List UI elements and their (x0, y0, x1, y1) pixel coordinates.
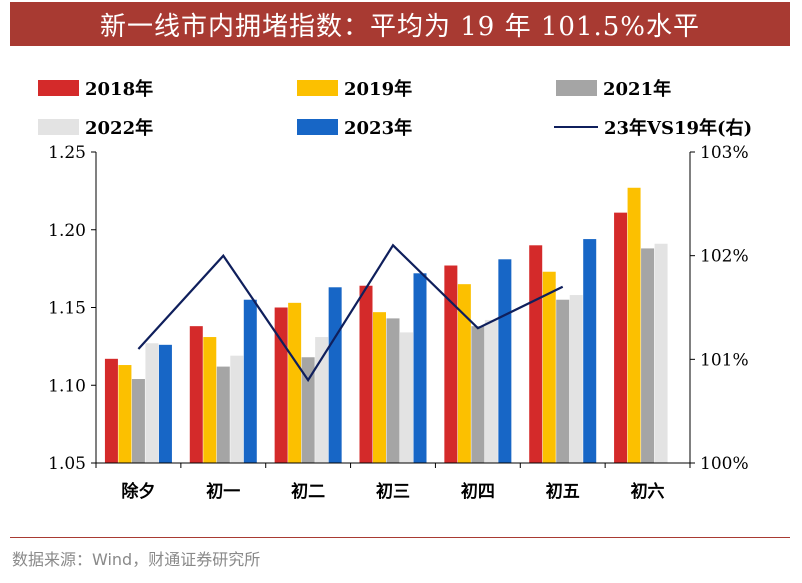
y-left-tick-label: 1.20 (48, 221, 86, 241)
bar-2022-4 (400, 332, 413, 463)
bar-2018-7 (614, 212, 628, 463)
legend-label-2023: 2023年 (344, 118, 413, 139)
bar-2021-3 (301, 357, 315, 463)
y-left-tick-label: 1.15 (48, 299, 86, 319)
x-tick-label: 初三 (376, 481, 410, 502)
bar-2019-2 (203, 337, 217, 463)
bar-2023-2 (243, 299, 257, 463)
bar-2021-2 (216, 366, 230, 463)
bar-2021-6 (556, 299, 570, 463)
y-left-tick-label: 1.05 (48, 454, 86, 474)
x-tick-label: 初二 (291, 481, 325, 502)
bar-2018-4 (359, 285, 373, 463)
bar-2019-1 (118, 365, 132, 463)
bar-2022-6 (569, 295, 583, 463)
bar-2019-7 (627, 187, 641, 463)
y-right-tick-label: 100% (700, 454, 749, 474)
bar-2021-4 (386, 318, 400, 463)
x-tick-label: 初一 (206, 481, 240, 502)
bar-2022-7 (654, 243, 668, 463)
legend-item-2019: 2019年 (297, 75, 412, 101)
x-tick-label: 初六 (631, 481, 665, 502)
bar-2022-3 (315, 337, 329, 463)
bar-2018-1 (104, 358, 118, 463)
legend-label-2019: 2019年 (344, 79, 413, 100)
bar-2019-3 (288, 302, 302, 463)
bar-2023-4 (413, 273, 427, 463)
legend-line-ratio (554, 126, 598, 128)
bar-2023-1 (158, 344, 172, 463)
legend-item-2018: 2018年 (38, 75, 153, 101)
legend-label-2021: 2021年 (603, 79, 672, 100)
title-banner: 新一线市内拥堵指数：平均为 19 年 101.5%水平 (10, 2, 790, 46)
legend: 2018年 2019年 2021年 2022年 2023年 23年VS19年(右… (0, 0, 802, 150)
bar-2021-5 (471, 326, 485, 463)
bar-2019-4 (373, 312, 386, 463)
x-tick-label: 初四 (461, 481, 495, 502)
bar-2023-5 (498, 259, 512, 463)
bar-2022-2 (230, 355, 244, 463)
x-tick-label: 除夕 (121, 481, 155, 502)
legend-item-ratio: 23年VS19年(右) (554, 114, 752, 140)
bar-2022-1 (145, 343, 159, 463)
bar-2022-5 (484, 319, 498, 463)
legend-item-2023: 2023年 (297, 114, 412, 140)
legend-label-2022: 2022年 (85, 118, 154, 139)
legend-swatch-2019 (297, 80, 338, 96)
x-tick-label: 初五 (546, 481, 580, 502)
y-left-tick-label: 1.25 (48, 143, 86, 163)
bar-2018-6 (529, 245, 543, 463)
y-left-tick-label: 1.10 (48, 376, 86, 396)
legend-swatch-2021 (556, 80, 597, 96)
bar-2018-3 (274, 307, 288, 463)
legend-label-2018: 2018年 (85, 79, 154, 100)
bar-2021-7 (641, 248, 655, 463)
chart-title: 新一线市内拥堵指数：平均为 19 年 101.5%水平 (99, 11, 701, 42)
y-right-tick-label: 102% (700, 247, 749, 267)
legend-label-ratio: 23年VS19年(右) (604, 118, 753, 139)
line-23-vs-19 (137, 243, 564, 383)
bar-2023-3 (328, 287, 342, 463)
source-note: 数据来源：Wind，财通证券研究所 (12, 550, 261, 569)
bar-2018-2 (189, 326, 203, 463)
legend-item-2022: 2022年 (38, 114, 153, 140)
legend-swatch-2023 (297, 119, 338, 135)
legend-swatch-2018 (38, 80, 79, 96)
y-right-tick-label: 103% (700, 143, 749, 163)
y-right-tick-label: 101% (700, 350, 749, 370)
bar-2019-6 (542, 271, 556, 463)
footer-divider (10, 537, 790, 538)
legend-item-2021: 2021年 (556, 75, 671, 101)
bar-2019-5 (457, 284, 471, 463)
bar-2018-5 (444, 265, 458, 463)
bar-2021-1 (131, 379, 145, 463)
legend-swatch-2022 (38, 119, 79, 135)
bar-2023-6 (583, 239, 597, 463)
